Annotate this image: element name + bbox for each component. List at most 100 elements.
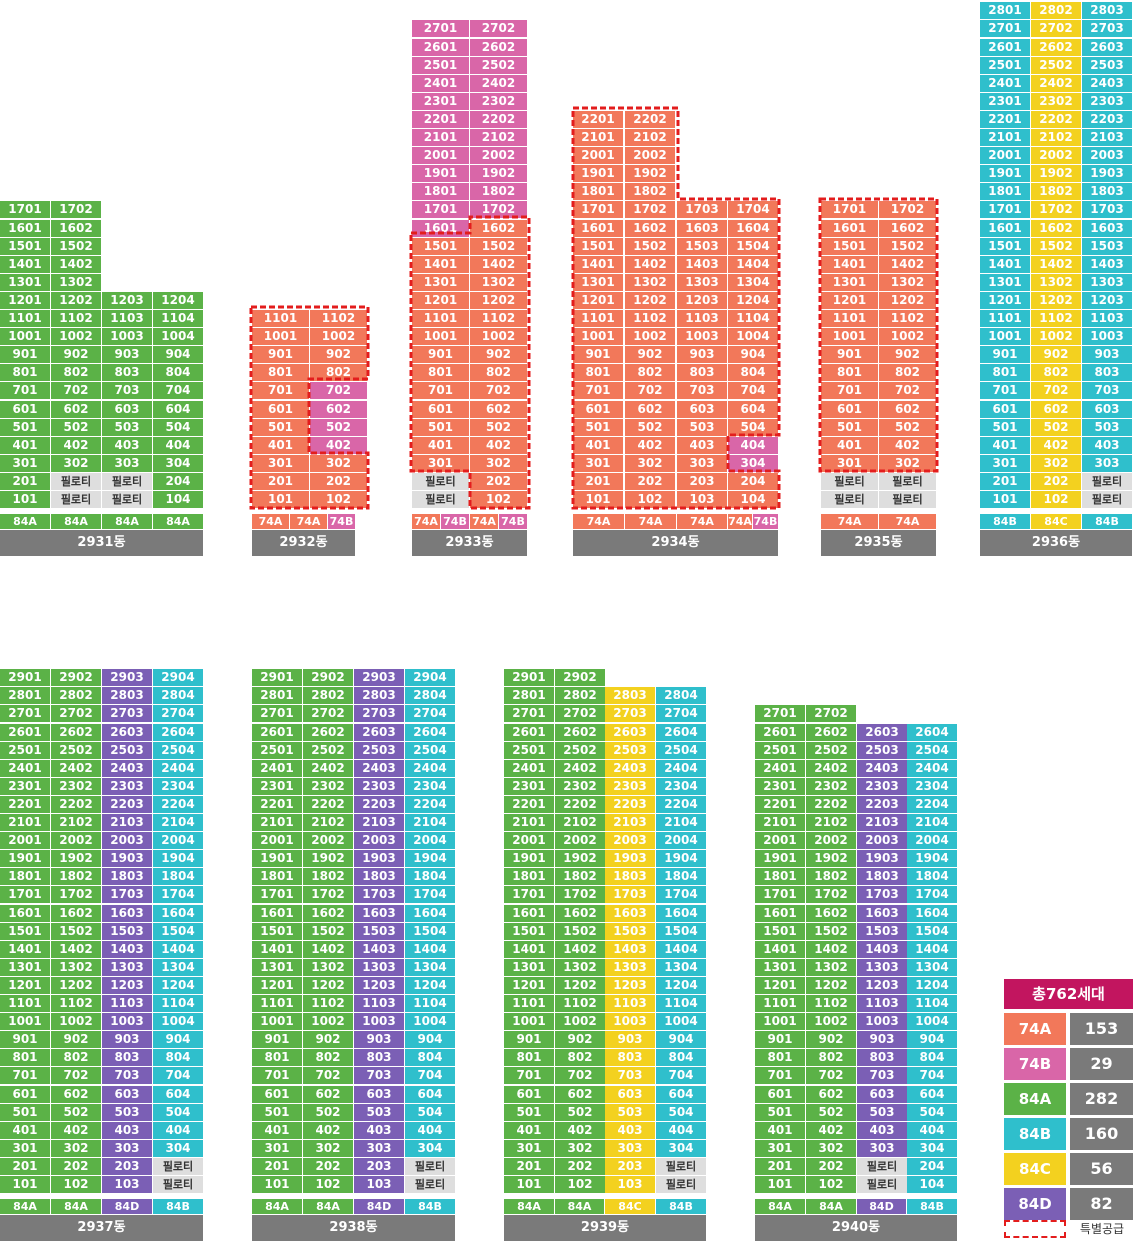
unit-cell[interactable]: 102 <box>470 491 527 509</box>
unit-cell[interactable]: 1301 <box>504 958 554 976</box>
unit-cell[interactable]: 1501 <box>0 922 50 940</box>
unit-cell[interactable]: 602 <box>625 400 675 418</box>
unit-cell[interactable]: 1201 <box>504 976 554 994</box>
unit-cell[interactable]: 801 <box>980 364 1030 382</box>
unit-cell[interactable]: 1702 <box>1031 201 1081 219</box>
unit-cell[interactable]: 1301 <box>252 958 302 976</box>
unit-cell[interactable]: 1502 <box>303 922 353 940</box>
unit-cell[interactable]: 1603 <box>605 904 655 922</box>
unit-cell[interactable]: 2901 <box>252 669 302 687</box>
unit-cell[interactable]: 601 <box>412 400 469 418</box>
unit-cell[interactable]: 1301 <box>573 273 623 291</box>
unit-cell[interactable]: 603 <box>102 400 152 418</box>
unit-cell[interactable]: 902 <box>806 1031 856 1049</box>
unit-cell[interactable]: 902 <box>51 346 101 364</box>
unit-cell[interactable]: 1701 <box>980 201 1030 219</box>
unit-cell[interactable]: 1203 <box>102 976 152 994</box>
unit-cell[interactable]: 1102 <box>470 310 527 328</box>
unit-cell[interactable]: 204 <box>728 472 778 490</box>
unit-cell[interactable]: 501 <box>504 1103 554 1121</box>
unit-cell[interactable]: 1002 <box>310 328 367 346</box>
unit-cell[interactable]: 902 <box>1031 346 1081 364</box>
unit-cell[interactable]: 2302 <box>470 92 527 110</box>
unit-cell[interactable]: 1002 <box>470 328 527 346</box>
unit-cell[interactable]: 1401 <box>0 940 50 958</box>
unit-cell[interactable]: 802 <box>51 1049 101 1067</box>
unit-cell[interactable]: 402 <box>555 1121 605 1139</box>
unit-cell[interactable]: 1102 <box>303 995 353 1013</box>
unit-cell[interactable]: 101 <box>252 491 309 509</box>
unit-cell[interactable]: 1904 <box>656 850 706 868</box>
unit-cell[interactable]: 301 <box>821 454 878 472</box>
unit-cell[interactable]: 404 <box>728 436 778 454</box>
unit-cell[interactable]: 1003 <box>102 328 152 346</box>
unit-cell[interactable]: 1503 <box>354 922 404 940</box>
unit-cell[interactable]: 402 <box>806 1121 856 1139</box>
unit-cell[interactable]: 802 <box>555 1049 605 1067</box>
unit-cell[interactable]: 1703 <box>1082 201 1132 219</box>
unit-cell[interactable]: 1004 <box>728 328 778 346</box>
unit-cell[interactable]: 1401 <box>504 940 554 958</box>
unit-cell[interactable]: 704 <box>656 1067 706 1085</box>
unit-cell[interactable]: 1602 <box>879 219 936 237</box>
unit-cell[interactable]: 301 <box>504 1139 554 1157</box>
unit-cell[interactable]: 1701 <box>573 201 623 219</box>
unit-cell[interactable]: 2103 <box>605 814 655 832</box>
unit-cell[interactable]: 403 <box>677 436 727 454</box>
unit-cell[interactable]: 1304 <box>656 958 706 976</box>
unit-cell[interactable]: 401 <box>0 436 50 454</box>
unit-cell[interactable]: 402 <box>879 436 936 454</box>
unit-cell[interactable]: 2603 <box>605 723 655 741</box>
unit-cell[interactable]: 602 <box>51 400 101 418</box>
unit-cell[interactable]: 1101 <box>755 995 805 1013</box>
unit-cell[interactable]: 804 <box>907 1049 957 1067</box>
unit-cell[interactable]: 2202 <box>470 110 527 128</box>
unit-cell[interactable]: 2702 <box>555 705 605 723</box>
unit-cell[interactable]: 2903 <box>102 669 152 687</box>
unit-cell[interactable]: 102 <box>51 1176 101 1194</box>
unit-cell[interactable]: 1302 <box>470 273 527 291</box>
unit-cell[interactable]: 501 <box>573 418 623 436</box>
unit-cell[interactable]: 2201 <box>980 110 1030 128</box>
unit-cell[interactable]: 1402 <box>303 940 353 958</box>
unit-cell[interactable]: 402 <box>1031 436 1081 454</box>
unit-cell[interactable]: 1201 <box>821 291 878 309</box>
unit-cell[interactable]: 903 <box>677 346 727 364</box>
unit-cell[interactable]: 1802 <box>625 183 675 201</box>
unit-cell[interactable]: 702 <box>555 1067 605 1085</box>
unit-cell[interactable]: 2403 <box>102 759 152 777</box>
unit-cell[interactable]: 필로티 <box>821 491 878 509</box>
unit-cell[interactable]: 1304 <box>153 958 203 976</box>
unit-cell[interactable]: 1601 <box>573 219 623 237</box>
unit-cell[interactable]: 1204 <box>153 976 203 994</box>
unit-cell[interactable]: 1902 <box>1031 165 1081 183</box>
unit-cell[interactable]: 404 <box>153 1121 203 1139</box>
unit-cell[interactable]: 604 <box>405 1085 455 1103</box>
unit-cell[interactable]: 2803 <box>102 687 152 705</box>
unit-cell[interactable]: 1302 <box>555 958 605 976</box>
unit-cell[interactable]: 2404 <box>656 759 706 777</box>
unit-cell[interactable]: 2304 <box>656 777 706 795</box>
unit-cell[interactable]: 1303 <box>102 958 152 976</box>
unit-cell[interactable]: 1402 <box>806 940 856 958</box>
unit-cell[interactable]: 904 <box>153 346 203 364</box>
unit-cell[interactable]: 1603 <box>354 904 404 922</box>
unit-cell[interactable]: 1903 <box>102 850 152 868</box>
unit-cell[interactable]: 1503 <box>677 237 727 255</box>
unit-cell[interactable]: 1802 <box>470 183 527 201</box>
unit-cell[interactable]: 1201 <box>755 976 805 994</box>
unit-cell[interactable]: 2802 <box>1031 2 1081 20</box>
unit-cell[interactable]: 1402 <box>51 940 101 958</box>
unit-cell[interactable]: 1501 <box>252 922 302 940</box>
unit-cell[interactable]: 1604 <box>405 904 455 922</box>
unit-cell[interactable]: 402 <box>310 436 367 454</box>
unit-cell[interactable]: 1002 <box>51 1013 101 1031</box>
unit-cell[interactable]: 1801 <box>0 868 50 886</box>
unit-cell[interactable]: 304 <box>728 454 778 472</box>
unit-cell[interactable]: 1604 <box>153 904 203 922</box>
unit-cell[interactable]: 1504 <box>153 922 203 940</box>
unit-cell[interactable]: 2204 <box>153 795 203 813</box>
unit-cell[interactable]: 1501 <box>980 237 1030 255</box>
unit-cell[interactable]: 필로티 <box>153 1176 203 1194</box>
unit-cell[interactable]: 603 <box>605 1085 655 1103</box>
